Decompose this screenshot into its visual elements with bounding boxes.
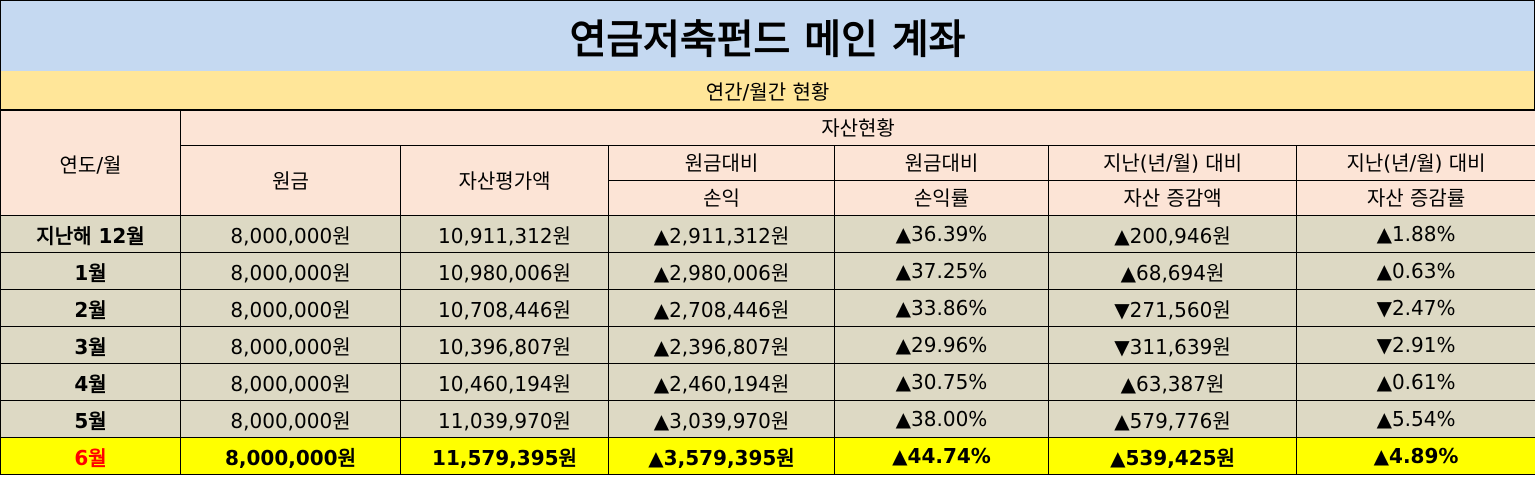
- chgr-header-line2: 자산 증감률: [1295, 180, 1535, 216]
- month-cell: 4월: [0, 363, 181, 401]
- pl-cell: ▲2,460,194원: [608, 363, 835, 401]
- month-cell: 지난해 12월: [0, 215, 181, 253]
- chg-cell: ▲539,425원: [1048, 437, 1297, 475]
- valuation-header: 자산평가액: [400, 145, 609, 216]
- sheet-title: 연금저축펀드 메인 계좌: [0, 0, 1535, 72]
- plr-cell: ▲36.39%: [834, 215, 1049, 253]
- principal-cell: 8,000,000원: [180, 400, 401, 438]
- table-row-highlighted: 6월 8,000,000원 11,579,395원 ▲3,579,395원 ▲4…: [0, 437, 1535, 475]
- pl-cell: ▲3,579,395원: [608, 437, 835, 475]
- table-row: 1월 8,000,000원 10,980,006원 ▲2,980,006원 ▲3…: [0, 252, 1535, 290]
- pl-cell: ▲2,911,312원: [608, 215, 835, 253]
- chgr-cell: ▲4.89%: [1295, 437, 1535, 475]
- valuation-cell: 10,460,194원: [400, 363, 609, 401]
- chgr-cell: ▲0.61%: [1295, 363, 1535, 401]
- valuation-cell: 10,911,312원: [400, 215, 609, 253]
- month-cell: 5월: [0, 400, 181, 438]
- plr-cell: ▲38.00%: [834, 400, 1049, 438]
- principal-cell: 8,000,000원: [180, 252, 401, 290]
- principal-header: 원금: [180, 145, 401, 216]
- plr-cell: ▲37.25%: [834, 252, 1049, 290]
- principal-cell: 8,000,000원: [180, 363, 401, 401]
- month-cell: 2월: [0, 289, 181, 327]
- chg-header-line1: 지난(년/월) 대비: [1048, 145, 1297, 181]
- account-table: 연도/월 자산현황 원금 자산평가액 원금대비 원금대비 지난(년/월) 대비 …: [0, 110, 1535, 475]
- plr-cell: ▲30.75%: [834, 363, 1049, 401]
- pl-cell: ▲2,396,807원: [608, 326, 835, 364]
- valuation-cell: 11,039,970원: [400, 400, 609, 438]
- plr-cell: ▲33.86%: [834, 289, 1049, 327]
- principal-cell: 8,000,000원: [180, 215, 401, 253]
- valuation-cell: 10,980,006원: [400, 252, 609, 290]
- chg-cell: ▲200,946원: [1048, 215, 1297, 253]
- table-row: 4월 8,000,000원 10,460,194원 ▲2,460,194원 ▲3…: [0, 363, 1535, 401]
- plr-header-line1: 원금대비: [834, 145, 1049, 181]
- valuation-cell: 10,708,446원: [400, 289, 609, 327]
- chg-cell: ▼271,560원: [1048, 289, 1297, 327]
- chgr-header-line1: 지난(년/월) 대비: [1295, 145, 1535, 181]
- plr-cell: ▲44.74%: [834, 437, 1049, 475]
- chgr-cell: ▲1.88%: [1295, 215, 1535, 253]
- principal-cell: 8,000,000원: [180, 326, 401, 364]
- valuation-cell: 11,579,395원: [400, 437, 609, 475]
- table-row: 2월 8,000,000원 10,708,446원 ▲2,708,446원 ▲3…: [0, 289, 1535, 327]
- sheet-subtitle: 연간/월간 현황: [0, 71, 1535, 110]
- chg-cell: ▲63,387원: [1048, 363, 1297, 401]
- plr-header-line2: 손익률: [834, 180, 1049, 216]
- valuation-cell: 10,396,807원: [400, 326, 609, 364]
- table-row: 3월 8,000,000원 10,396,807원 ▲2,396,807원 ▲2…: [0, 326, 1535, 364]
- chgr-cell: ▲0.63%: [1295, 252, 1535, 290]
- chg-header-line2: 자산 증감액: [1048, 180, 1297, 216]
- month-cell: 1월: [0, 252, 181, 290]
- pl-header-line2: 손익: [608, 180, 835, 216]
- chg-cell: ▲579,776원: [1048, 400, 1297, 438]
- month-cell: 6월: [0, 437, 181, 475]
- pl-cell: ▲2,980,006원: [608, 252, 835, 290]
- principal-cell: 8,000,000원: [180, 289, 401, 327]
- principal-cell: 8,000,000원: [180, 437, 401, 475]
- month-cell: 3월: [0, 326, 181, 364]
- chgr-cell: ▲5.54%: [1295, 400, 1535, 438]
- year-month-header: 연도/월: [0, 110, 181, 216]
- table-row: 5월 8,000,000원 11,039,970원 ▲3,039,970원 ▲3…: [0, 400, 1535, 438]
- table-row: 지난해 12월 8,000,000원 10,911,312원 ▲2,911,31…: [0, 215, 1535, 253]
- asset-status-header: 자산현황: [179, 110, 1535, 146]
- pl-cell: ▲2,708,446원: [608, 289, 835, 327]
- chg-cell: ▼311,639원: [1048, 326, 1297, 364]
- chg-cell: ▲68,694원: [1048, 252, 1297, 290]
- chgr-cell: ▼2.91%: [1295, 326, 1535, 364]
- chgr-cell: ▼2.47%: [1295, 289, 1535, 327]
- plr-cell: ▲29.96%: [834, 326, 1049, 364]
- pl-cell: ▲3,039,970원: [608, 400, 835, 438]
- pl-header-line1: 원금대비: [608, 145, 835, 181]
